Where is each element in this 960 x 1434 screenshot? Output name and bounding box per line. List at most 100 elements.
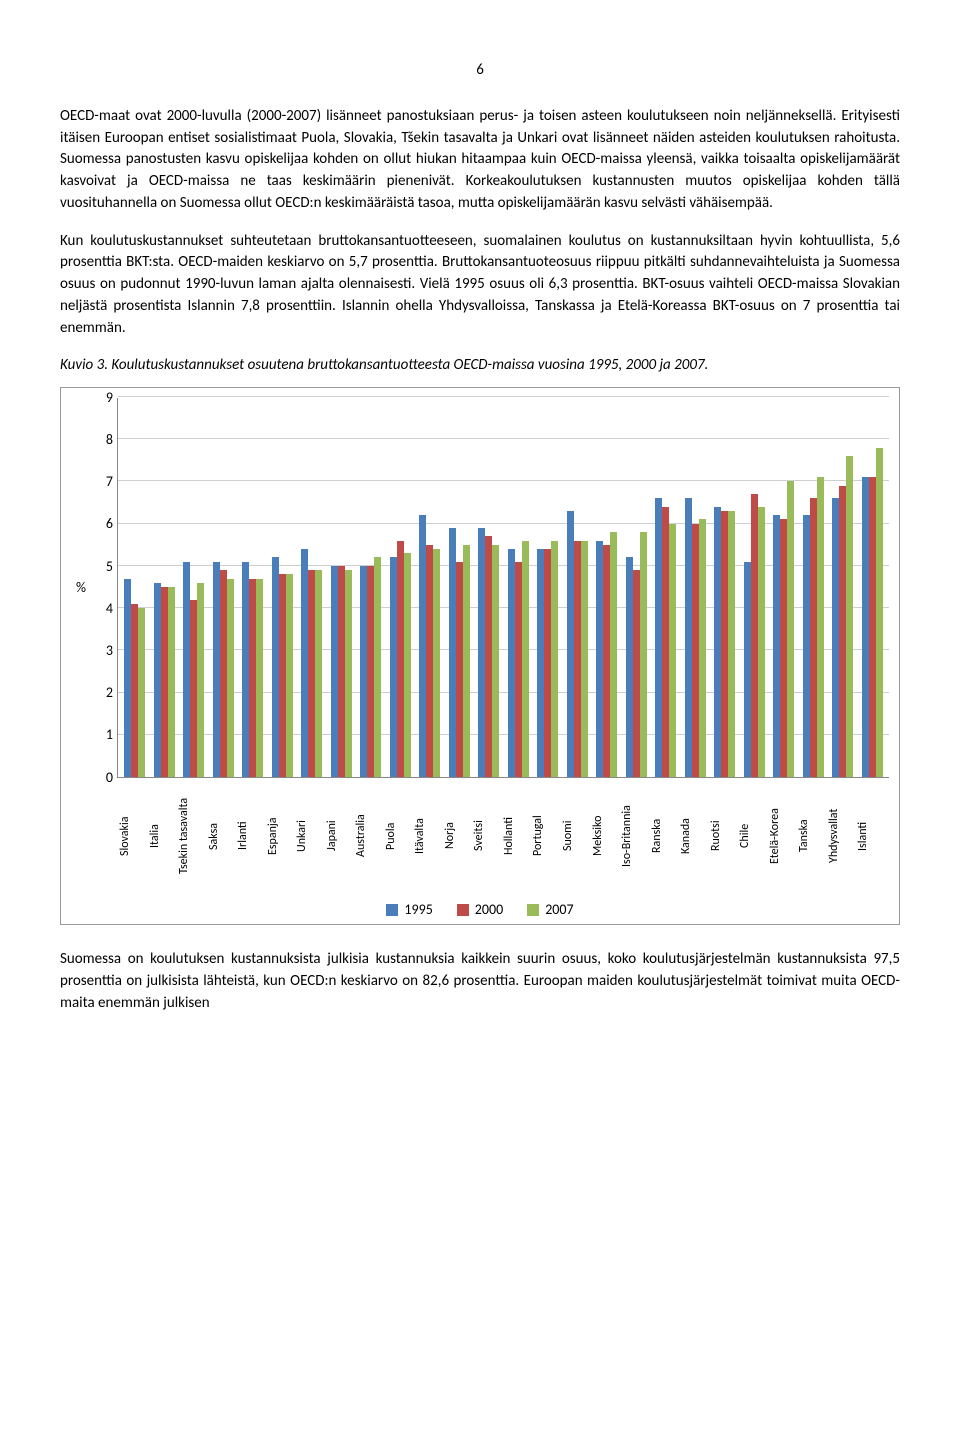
- bar: [161, 587, 168, 777]
- bar: [308, 570, 315, 777]
- bar-group: [120, 579, 150, 777]
- bar-group: [592, 532, 622, 777]
- bar: [699, 519, 706, 777]
- bar-group: [179, 562, 209, 777]
- bar: [803, 515, 810, 777]
- bar: [456, 562, 463, 777]
- bar: [669, 524, 676, 777]
- x-tick-label: Australia: [355, 782, 385, 892]
- bar: [721, 511, 728, 777]
- x-tick-label: Itävalta: [414, 782, 444, 892]
- bar: [640, 532, 647, 777]
- page-number: 6: [60, 60, 900, 82]
- x-tick-label: Hollanti: [503, 782, 533, 892]
- bar: [286, 574, 293, 777]
- legend-swatch-1995: [386, 904, 398, 916]
- bar-group: [238, 562, 268, 777]
- bar-group: [504, 541, 534, 777]
- x-tick-label: Tanska: [798, 782, 828, 892]
- legend-label-2007: 2007: [545, 900, 573, 920]
- bar: [183, 562, 190, 777]
- bar: [360, 566, 367, 777]
- x-tick-label: Norja: [444, 782, 474, 892]
- bar-group: [297, 549, 327, 777]
- y-tick: 6: [91, 515, 113, 535]
- bar: [397, 541, 404, 777]
- bar: [581, 541, 588, 777]
- y-tick: 0: [91, 768, 113, 788]
- x-tick-label: Irlanti: [237, 782, 267, 892]
- bar: [279, 574, 286, 777]
- legend-swatch-2000: [457, 904, 469, 916]
- x-tick-label: Chile: [739, 782, 769, 892]
- bar: [315, 570, 322, 777]
- bar-group: [356, 557, 386, 777]
- bar: [374, 557, 381, 777]
- bar: [728, 511, 735, 777]
- bar: [390, 557, 397, 777]
- bar: [773, 515, 780, 777]
- y-tick: 1: [91, 726, 113, 746]
- x-tick-label: Meksiko: [592, 782, 622, 892]
- y-tick: 5: [91, 557, 113, 577]
- bar-group: [268, 557, 298, 777]
- legend-item-2007: 2007: [527, 900, 573, 920]
- bar: [426, 545, 433, 777]
- bar: [515, 562, 522, 777]
- y-tick: 8: [91, 430, 113, 450]
- paragraph-1: OECD-maat ovat 2000-luvulla (2000-2007) …: [60, 106, 900, 215]
- x-tick-label: Japani: [326, 782, 356, 892]
- bar-group: [710, 507, 740, 777]
- bar-group: [386, 541, 416, 777]
- legend-item-2000: 2000: [457, 900, 503, 920]
- bar: [537, 549, 544, 777]
- bar: [449, 528, 456, 777]
- x-tick-label: Unkari: [296, 782, 326, 892]
- bar-group: [769, 481, 799, 777]
- bar-group: [828, 456, 858, 777]
- x-tick-label: Yhdysvallat: [828, 782, 858, 892]
- gridline: [118, 396, 889, 397]
- bar-group: [681, 498, 711, 777]
- bar: [758, 507, 765, 777]
- x-tick-label: Ruotsi: [710, 782, 740, 892]
- paragraph-2: Kun koulutuskustannukset suhteutetaan br…: [60, 231, 900, 340]
- bar-group: [415, 515, 445, 777]
- bar: [138, 608, 145, 777]
- bar-group: [150, 583, 180, 777]
- paragraph-3: Suomessa on koulutuksen kustannuksista j…: [60, 949, 900, 1014]
- legend-item-1995: 1995: [386, 900, 432, 920]
- bar-group: [651, 498, 681, 777]
- bar: [345, 570, 352, 777]
- bar: [367, 566, 374, 777]
- bar-group: [445, 528, 475, 777]
- bar: [714, 507, 721, 777]
- bar: [272, 557, 279, 777]
- bar: [685, 498, 692, 777]
- bar: [220, 570, 227, 777]
- bar: [331, 566, 338, 777]
- x-tick-label: Slovakia: [119, 782, 149, 892]
- bar: [780, 519, 787, 777]
- y-axis-label: %: [71, 398, 91, 778]
- x-tick-label: Tsekin tasavalta: [178, 782, 208, 892]
- bar: [404, 553, 411, 777]
- bar-group: [622, 532, 652, 777]
- figure-title: Kuvio 3. Koulutuskustannukset osuutena b…: [60, 355, 900, 377]
- bar: [839, 486, 846, 777]
- bar: [213, 562, 220, 777]
- x-tick-label: Puola: [385, 782, 415, 892]
- bar: [301, 549, 308, 777]
- x-tick-label: Portugal: [532, 782, 562, 892]
- bar: [544, 549, 551, 777]
- bar: [249, 579, 256, 777]
- bar: [744, 562, 751, 777]
- x-tick-label: Ranska: [651, 782, 681, 892]
- bar: [751, 494, 758, 777]
- bar: [596, 541, 603, 777]
- bar: [869, 477, 876, 777]
- x-tick-label: Suomi: [562, 782, 592, 892]
- bar: [463, 545, 470, 777]
- bar: [131, 604, 138, 777]
- bar: [633, 570, 640, 777]
